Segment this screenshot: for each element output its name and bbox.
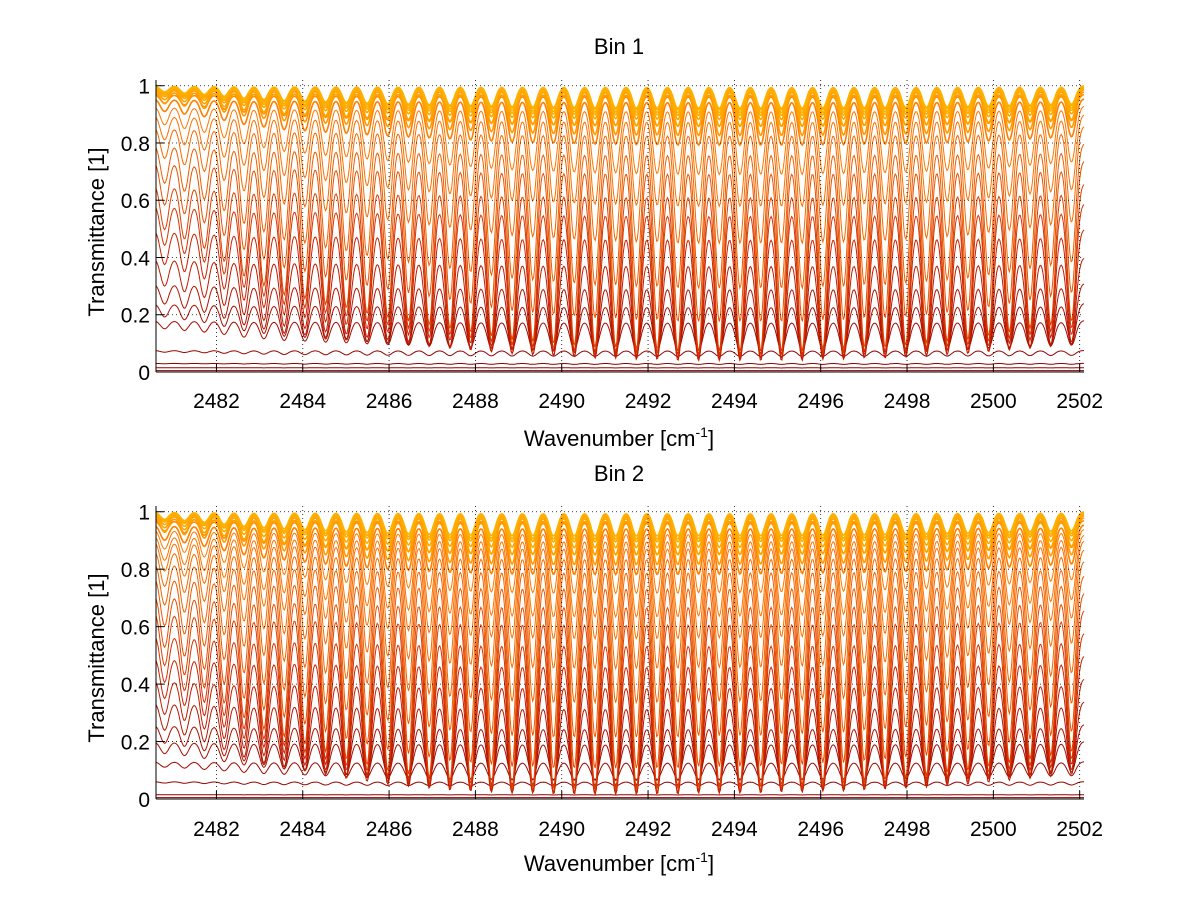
series-line [155, 529, 1085, 595]
y-tick-label: 1 [138, 76, 150, 99]
axes-layer [155, 80, 1084, 373]
x-tick-label: 2486 [366, 818, 413, 841]
x-tick-label: 2494 [711, 390, 758, 413]
series-line [155, 561, 1085, 705]
y-tick-label: 0.6 [121, 617, 150, 640]
series-line [155, 105, 1085, 176]
y-axis-label: Transmittance [1] [84, 573, 109, 742]
series-line [155, 161, 1085, 322]
x-tick-label: 2498 [884, 818, 931, 841]
y-axis-label: Transmittance [1] [84, 147, 109, 316]
y-tick-label: 1 [138, 502, 150, 525]
x-axis-label-superscript: -1 [696, 849, 709, 865]
plot-bin-2: Bin 2 2482 2484 2486 2488 2490 2492 2494 2496 24… [84, 461, 1103, 876]
x-tick-label: 2490 [538, 818, 585, 841]
x-tick-label: 2500 [970, 390, 1017, 413]
plot-title: Bin 1 [594, 34, 644, 59]
x-tick-label: 2494 [711, 818, 758, 841]
x-tick-label: 2498 [884, 390, 931, 413]
x-tick-label: 2496 [797, 390, 844, 413]
x-tick-label: 2482 [193, 390, 240, 413]
plot-bin-1: Bin 1 2482 2484 2486 2488 2490 2492 2494 2496 24… [84, 34, 1103, 451]
tick-label-layer: 2482 2484 2486 2488 2490 2492 2494 2496 2498 2500… [121, 502, 1103, 841]
series-line [155, 350, 1084, 357]
x-tick-label: 2492 [625, 818, 672, 841]
x-tick-label: 2490 [538, 390, 585, 413]
x-tick-label: 2482 [193, 818, 240, 841]
y-tick-label: 0.8 [121, 133, 150, 156]
x-tick-label: 2488 [452, 818, 499, 841]
x-tick-label: 2488 [452, 390, 499, 413]
x-tick-label: 2496 [797, 818, 844, 841]
y-tick-label: 0 [138, 362, 150, 385]
x-axis-label-superscript: -1 [696, 424, 709, 440]
series-line [155, 184, 1085, 352]
series-line [155, 513, 1085, 549]
series-line [155, 258, 1085, 363]
tick-label-layer: 2482 2484 2486 2488 2490 2492 2494 2496 2498 2500… [121, 76, 1103, 413]
series-line [155, 98, 1085, 147]
series-line [155, 781, 1084, 787]
x-axis-label-close: ] [708, 426, 714, 451]
y-tick-label: 0.8 [121, 559, 150, 582]
series-line [155, 362, 1084, 365]
x-tick-label: 2486 [366, 390, 413, 413]
x-tick-label: 2502 [1056, 390, 1103, 413]
x-axis-label-main: Wavenumber [cm [524, 426, 696, 451]
series-line [155, 761, 1085, 781]
x-tick-label: 2500 [970, 818, 1017, 841]
series-line [155, 89, 1085, 128]
grid-layer [156, 80, 1084, 373]
x-tick-label: 2502 [1056, 818, 1103, 841]
x-tick-label: 2492 [625, 390, 672, 413]
series-line [155, 576, 1085, 738]
plot-title: Bin 2 [594, 461, 644, 486]
x-axis-label: Wavenumber [cm-1] [524, 424, 714, 451]
series-layer [155, 511, 1085, 800]
series-line [155, 511, 1085, 537]
y-tick-label: 0 [138, 789, 150, 812]
series-layer [155, 85, 1085, 373]
series-line [155, 517, 1085, 567]
x-axis-label-main: Wavenumber [cm [524, 851, 696, 876]
series-line [155, 593, 1085, 769]
series-line [155, 540, 1085, 641]
series-line [155, 126, 1085, 246]
series-line [155, 524, 1085, 576]
series-line [155, 515, 1085, 557]
y-tick-label: 0.4 [121, 674, 151, 697]
series-line [155, 549, 1085, 671]
x-axis-label: Wavenumber [cm-1] [524, 849, 714, 876]
x-tick-label: 2484 [279, 390, 326, 413]
series-line [155, 85, 1085, 110]
y-tick-label: 0.2 [121, 305, 150, 328]
y-tick-label: 0.4 [121, 247, 151, 270]
series-line [155, 534, 1085, 619]
y-tick-label: 0.2 [121, 732, 150, 755]
axes-layer [155, 506, 1084, 800]
x-axis-label-close: ] [708, 851, 714, 876]
series-line [155, 610, 1085, 790]
series-line [155, 143, 1085, 290]
x-tick-label: 2484 [279, 818, 326, 841]
series-line [155, 114, 1085, 208]
series-line [155, 91, 1085, 137]
y-tick-label: 0.6 [121, 190, 150, 213]
